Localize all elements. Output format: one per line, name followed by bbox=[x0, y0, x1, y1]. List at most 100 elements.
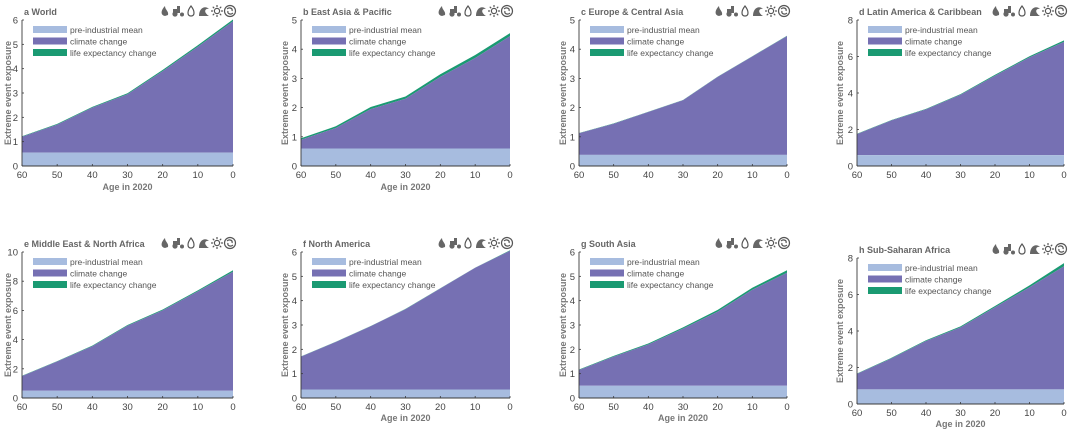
y-tick-label: 4 bbox=[570, 45, 575, 56]
x-tick-label: 30 bbox=[955, 170, 966, 181]
x-tick-label: 20 bbox=[157, 402, 168, 413]
drought-icon bbox=[464, 5, 472, 17]
legend-swatch bbox=[33, 269, 67, 277]
tractor-body bbox=[450, 241, 457, 245]
wildfire-icon bbox=[438, 6, 446, 16]
hazard-icons bbox=[992, 242, 1068, 256]
hazard-icons bbox=[161, 4, 237, 18]
tractor-wheel bbox=[1003, 11, 1009, 17]
tractor-cab bbox=[1008, 6, 1011, 9]
drought-icon bbox=[464, 237, 472, 249]
crop-failure-icon bbox=[1003, 6, 1015, 17]
area-pre-industrial-mean bbox=[857, 389, 1064, 404]
cyclone-swirl bbox=[780, 7, 788, 15]
hazard-icons bbox=[715, 4, 791, 18]
y-tick-label: 4 bbox=[848, 327, 853, 338]
legend-swatch bbox=[33, 49, 67, 56]
legend-label: life expectancy change bbox=[349, 280, 436, 290]
flood-wave bbox=[753, 7, 763, 16]
x-tick-label: 0 bbox=[1061, 408, 1066, 419]
tractor-wheel-small bbox=[180, 12, 184, 17]
legend-label: climate change bbox=[349, 269, 406, 279]
sun-ray bbox=[773, 245, 776, 248]
legend-swatch bbox=[868, 26, 902, 33]
legend-swatch bbox=[868, 275, 902, 283]
y-tick-label: 4 bbox=[13, 335, 18, 346]
legend-label: life expectancy change bbox=[70, 280, 157, 290]
chart-panel-g: 60 50 40 30 20 10 0 0 1 2 3 4 5 6 g South Asia Extreme … bbox=[558, 236, 791, 423]
tractor-body bbox=[727, 9, 734, 13]
flood-wave bbox=[1030, 7, 1040, 16]
cyclone-ring bbox=[1054, 242, 1068, 256]
wildfire-icon-shape bbox=[715, 6, 723, 16]
legend-label: life expectancy change bbox=[627, 48, 714, 58]
heatwave-icon bbox=[211, 237, 223, 249]
x-tick-label: 10 bbox=[747, 402, 758, 413]
x-tick-label: 20 bbox=[712, 402, 723, 413]
sun-core bbox=[213, 239, 221, 247]
x-tick-label: 0 bbox=[230, 170, 235, 181]
drought-icon bbox=[741, 237, 749, 249]
tractor-wheel bbox=[726, 11, 732, 17]
legend-swatch bbox=[312, 26, 346, 33]
tropical-cyclone-icon bbox=[1054, 242, 1068, 256]
y-axis-label: Extreme event exposure bbox=[3, 273, 13, 377]
wildfire-icon bbox=[992, 244, 1000, 254]
tractor-cab bbox=[177, 238, 180, 241]
area-pre-industrial-mean bbox=[301, 389, 510, 398]
legend-label: life expectancy change bbox=[905, 286, 992, 296]
tractor-wheel bbox=[726, 243, 732, 249]
tractor-cab bbox=[731, 238, 734, 241]
flood-icon bbox=[476, 239, 486, 248]
legend-swatch bbox=[868, 287, 902, 294]
y-tick-label: 2 bbox=[292, 345, 297, 356]
crop-failure-icon bbox=[726, 238, 738, 249]
legend-label: climate change bbox=[349, 37, 406, 47]
x-tick-label: 0 bbox=[784, 402, 789, 413]
legend-label: life expectancy change bbox=[349, 48, 436, 58]
panel-title: f North America bbox=[303, 239, 371, 249]
wildfire-icon bbox=[715, 238, 723, 248]
drought-drop bbox=[464, 237, 472, 249]
area-pre-industrial-mean bbox=[579, 385, 787, 398]
tractor-cab bbox=[1008, 244, 1011, 247]
x-tick-label: 60 bbox=[296, 402, 307, 413]
drought-icon bbox=[187, 237, 195, 249]
cyclone-ring bbox=[1054, 4, 1068, 18]
area-climate-change bbox=[579, 36, 787, 155]
cyclone-ring bbox=[777, 236, 791, 250]
y-tick-label: 2 bbox=[570, 103, 575, 114]
sun-ray bbox=[1050, 251, 1053, 254]
tractor-wheel-small bbox=[1011, 250, 1015, 255]
wildfire-icon-shape bbox=[715, 238, 723, 248]
cyclone-ring bbox=[223, 4, 237, 18]
area-pre-industrial-mean bbox=[22, 152, 233, 166]
x-tick-label: 60 bbox=[17, 402, 28, 413]
y-tick-label: 3 bbox=[13, 89, 18, 100]
area-pre-industrial-mean bbox=[857, 155, 1064, 166]
y-tick-label: 8 bbox=[13, 277, 18, 288]
x-tick-label: 0 bbox=[230, 402, 235, 413]
y-tick-label: 5 bbox=[13, 40, 18, 51]
wildfire-icon bbox=[161, 6, 169, 16]
y-tick-label: 6 bbox=[570, 248, 575, 259]
x-tick-label: 30 bbox=[122, 402, 133, 413]
x-tick-label: 0 bbox=[1061, 170, 1066, 181]
drought-drop bbox=[1018, 243, 1026, 255]
x-tick-label: 50 bbox=[52, 402, 63, 413]
sun-ray bbox=[1043, 244, 1046, 247]
tractor-cab bbox=[177, 6, 180, 9]
y-tick-label: 8 bbox=[848, 254, 853, 265]
y-tick-label: 0 bbox=[848, 162, 853, 173]
sun-ray bbox=[212, 13, 215, 16]
chart-panel-d: 60 50 40 30 20 10 0 0 2 4 6 8 d Latin America & Cari… bbox=[835, 4, 1068, 181]
tractor-cab bbox=[454, 6, 457, 9]
panel-title: d Latin America & Caribbean bbox=[859, 7, 982, 17]
tractor-wheel bbox=[1003, 249, 1009, 255]
wildfire-icon bbox=[161, 238, 169, 248]
area-climate-change bbox=[22, 271, 233, 391]
x-tick-label: 40 bbox=[921, 408, 932, 419]
